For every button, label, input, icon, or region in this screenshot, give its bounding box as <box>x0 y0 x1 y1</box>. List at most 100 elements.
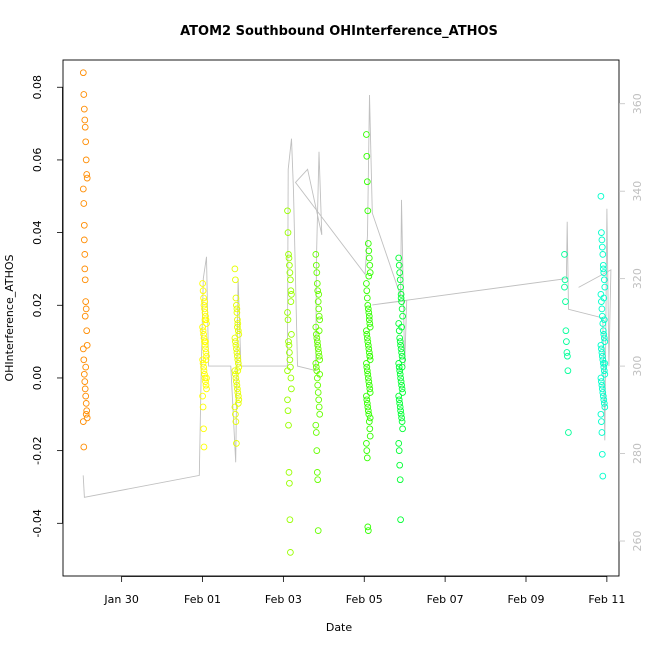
data-point <box>199 356 206 364</box>
data-point <box>285 251 292 258</box>
data-point <box>234 360 242 367</box>
data-point <box>80 200 88 207</box>
data-point <box>288 331 295 338</box>
data-point <box>562 298 569 305</box>
data-point <box>561 283 568 291</box>
data-point <box>397 283 404 291</box>
data-point <box>598 450 606 458</box>
data-point <box>199 323 206 331</box>
data-point <box>563 349 571 356</box>
series-group <box>284 207 295 556</box>
data-point <box>365 272 373 280</box>
data-point <box>564 352 571 360</box>
data-point <box>365 418 373 425</box>
data-point <box>314 287 322 295</box>
x-tick-label: Feb 01 <box>184 593 221 606</box>
data-point <box>83 341 91 349</box>
data-point <box>364 341 372 349</box>
data-point <box>315 327 323 335</box>
data-point <box>395 396 403 404</box>
data-point <box>363 396 371 404</box>
data-point <box>202 378 209 385</box>
data-point <box>600 334 608 342</box>
data-point <box>316 410 324 418</box>
data-point <box>202 345 209 353</box>
data-point <box>364 305 372 313</box>
data-point <box>599 472 607 480</box>
chart-title: ATOM2 Southbound OHInterference_ATHOS <box>180 24 498 39</box>
data-point <box>201 298 208 305</box>
data-point <box>601 283 609 291</box>
data-point <box>363 280 370 287</box>
data-point <box>363 331 371 338</box>
y-tick-label: 0.00 <box>31 366 44 391</box>
data-point <box>234 320 242 327</box>
y-tick-label: 0.04 <box>31 220 44 245</box>
data-point <box>364 374 372 382</box>
data-point <box>199 403 207 411</box>
data-point <box>234 392 242 400</box>
data-point <box>365 312 373 320</box>
data-point <box>232 276 239 284</box>
data-point <box>598 418 605 425</box>
data-point <box>80 91 88 98</box>
data-point <box>364 407 372 415</box>
data-point <box>233 381 241 389</box>
data-point <box>366 269 374 276</box>
data-point <box>232 374 240 382</box>
data-point <box>81 378 89 385</box>
data-point <box>600 294 608 302</box>
data-point <box>200 301 208 309</box>
data-point <box>286 261 293 269</box>
right-y-tick-label: 280 <box>631 443 644 464</box>
data-point <box>315 291 323 298</box>
data-point <box>314 298 322 305</box>
data-point <box>80 221 88 229</box>
data-point <box>364 527 372 534</box>
data-point <box>597 341 605 349</box>
data-point <box>364 207 372 215</box>
data-point <box>285 469 293 476</box>
data-point <box>314 476 322 484</box>
data-point <box>81 312 89 320</box>
data-point <box>288 291 295 298</box>
data-point <box>286 516 294 524</box>
series-group <box>79 69 91 451</box>
data-point <box>561 276 569 284</box>
data-point <box>234 352 241 360</box>
data-point <box>286 479 293 487</box>
data-point <box>364 240 372 247</box>
data-point <box>395 254 403 262</box>
data-point <box>366 425 374 433</box>
data-point <box>599 356 607 364</box>
data-point <box>565 429 572 436</box>
data-point <box>365 378 373 385</box>
data-point <box>366 414 374 422</box>
data-point <box>232 294 240 302</box>
data-point <box>598 229 605 236</box>
x-tick-label: Feb 07 <box>427 593 464 606</box>
data-point <box>363 327 370 335</box>
data-point <box>598 378 605 385</box>
data-point <box>395 363 403 371</box>
data-point <box>598 429 606 436</box>
data-point <box>397 407 404 415</box>
data-point <box>314 527 322 534</box>
data-point <box>231 403 239 411</box>
data-point <box>79 418 87 425</box>
data-point <box>600 316 608 324</box>
data-point <box>364 370 372 378</box>
data-point <box>234 367 242 375</box>
data-point <box>202 312 209 320</box>
data-point <box>231 265 239 273</box>
data-point <box>598 349 606 356</box>
data-point <box>598 345 605 353</box>
data-point <box>397 516 404 524</box>
data-point <box>312 363 320 371</box>
data-point <box>312 421 320 429</box>
points-layer <box>79 69 609 556</box>
data-point <box>284 396 291 404</box>
data-point <box>600 276 608 284</box>
